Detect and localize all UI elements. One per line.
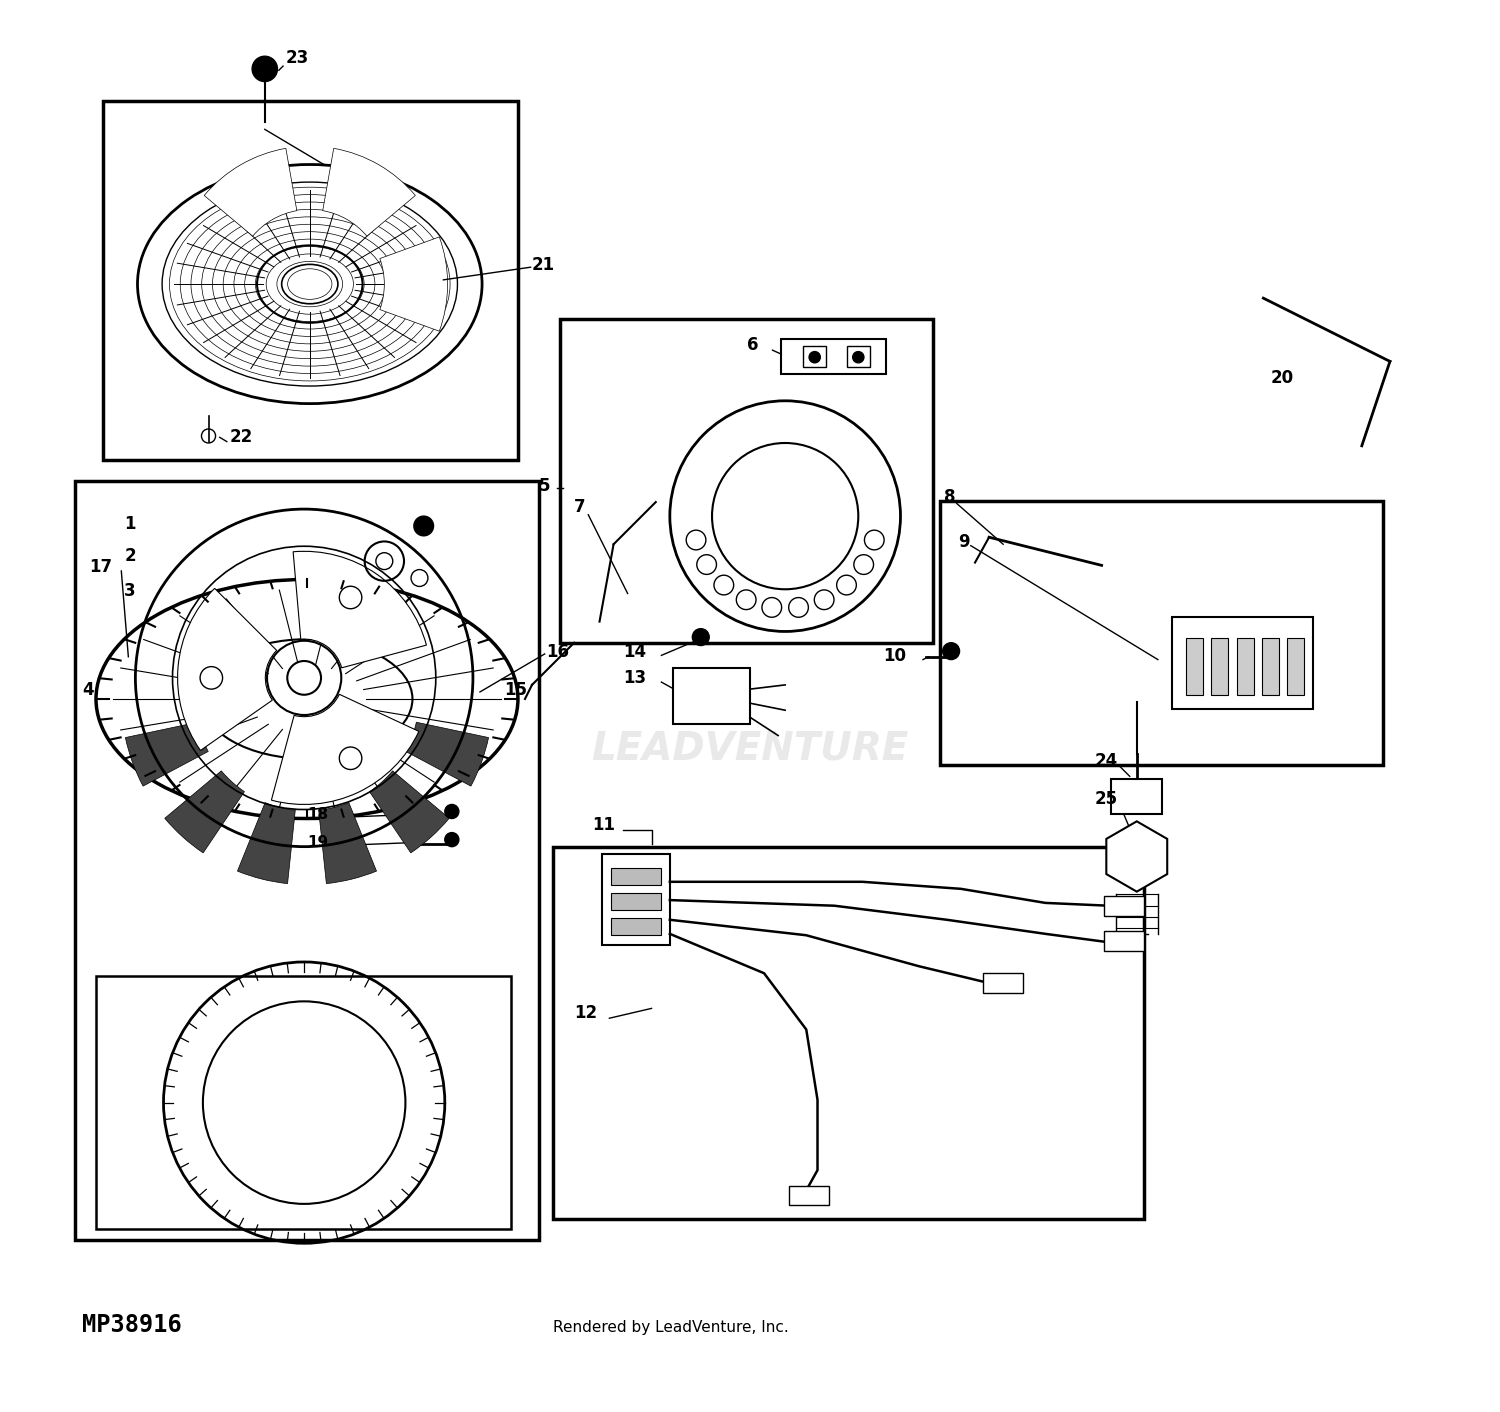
Wedge shape [165, 771, 244, 853]
Bar [984, 973, 1023, 993]
Bar [1112, 779, 1162, 815]
Wedge shape [380, 237, 447, 332]
Bar [672, 668, 750, 724]
Bar [560, 319, 933, 642]
Text: 19: 19 [308, 834, 328, 850]
Text: 8: 8 [944, 489, 956, 505]
Bar [75, 481, 538, 1241]
Wedge shape [237, 802, 296, 884]
Bar [847, 346, 870, 367]
Text: Rendered by LeadVenture, Inc.: Rendered by LeadVenture, Inc. [554, 1320, 789, 1334]
Text: 14: 14 [624, 642, 646, 661]
Bar [1104, 895, 1144, 915]
Text: 2: 2 [124, 546, 136, 565]
Bar [1262, 638, 1280, 695]
Bar [940, 501, 1383, 765]
Text: 7: 7 [574, 498, 586, 515]
Wedge shape [204, 148, 297, 236]
Bar [1186, 638, 1203, 695]
Circle shape [693, 628, 709, 645]
Bar [610, 868, 662, 885]
Wedge shape [177, 589, 276, 750]
Text: 20: 20 [1270, 369, 1293, 387]
Circle shape [808, 352, 820, 363]
Circle shape [712, 443, 858, 589]
Bar [554, 847, 1144, 1220]
Text: 5: 5 [538, 477, 550, 494]
Circle shape [252, 56, 278, 82]
Wedge shape [369, 771, 448, 853]
Text: 22: 22 [230, 428, 254, 446]
Text: 17: 17 [88, 558, 112, 576]
Text: 11: 11 [592, 816, 615, 833]
Text: 6: 6 [747, 336, 759, 354]
Text: 1: 1 [124, 515, 135, 532]
Text: 10: 10 [884, 647, 906, 665]
Circle shape [446, 805, 459, 819]
Circle shape [414, 517, 434, 535]
Text: 13: 13 [624, 669, 646, 688]
Bar [1104, 931, 1144, 950]
Text: LEADVENTURE: LEADVENTURE [591, 729, 909, 767]
Wedge shape [126, 722, 209, 786]
Wedge shape [318, 802, 376, 884]
Bar [104, 102, 518, 460]
Wedge shape [405, 722, 489, 786]
Text: 4: 4 [82, 681, 93, 699]
Bar [1236, 638, 1254, 695]
Text: 16: 16 [546, 642, 568, 661]
Bar [789, 1186, 830, 1206]
Text: 21: 21 [532, 256, 555, 274]
Circle shape [446, 833, 459, 847]
Bar [1287, 638, 1304, 695]
Bar [96, 976, 512, 1230]
Text: 25: 25 [1095, 791, 1118, 809]
Bar [610, 892, 662, 909]
Text: 12: 12 [574, 1004, 597, 1022]
Bar [1172, 617, 1312, 709]
Bar [603, 854, 670, 945]
Text: 15: 15 [504, 681, 526, 699]
Bar [1212, 638, 1228, 695]
Ellipse shape [282, 264, 338, 304]
Text: 3: 3 [124, 582, 136, 600]
Wedge shape [292, 551, 426, 668]
Text: 23: 23 [286, 49, 309, 68]
Bar [804, 346, 826, 367]
Circle shape [288, 661, 321, 695]
Bar [610, 918, 662, 935]
Wedge shape [322, 148, 416, 236]
Text: 24: 24 [1095, 753, 1118, 771]
Circle shape [852, 352, 864, 363]
Circle shape [202, 1001, 405, 1204]
Ellipse shape [88, 575, 525, 823]
Text: 9: 9 [958, 534, 970, 551]
Wedge shape [272, 695, 419, 805]
Text: 18: 18 [308, 806, 328, 822]
Circle shape [942, 642, 960, 659]
Bar [782, 339, 886, 374]
Text: MP38916: MP38916 [82, 1313, 182, 1337]
